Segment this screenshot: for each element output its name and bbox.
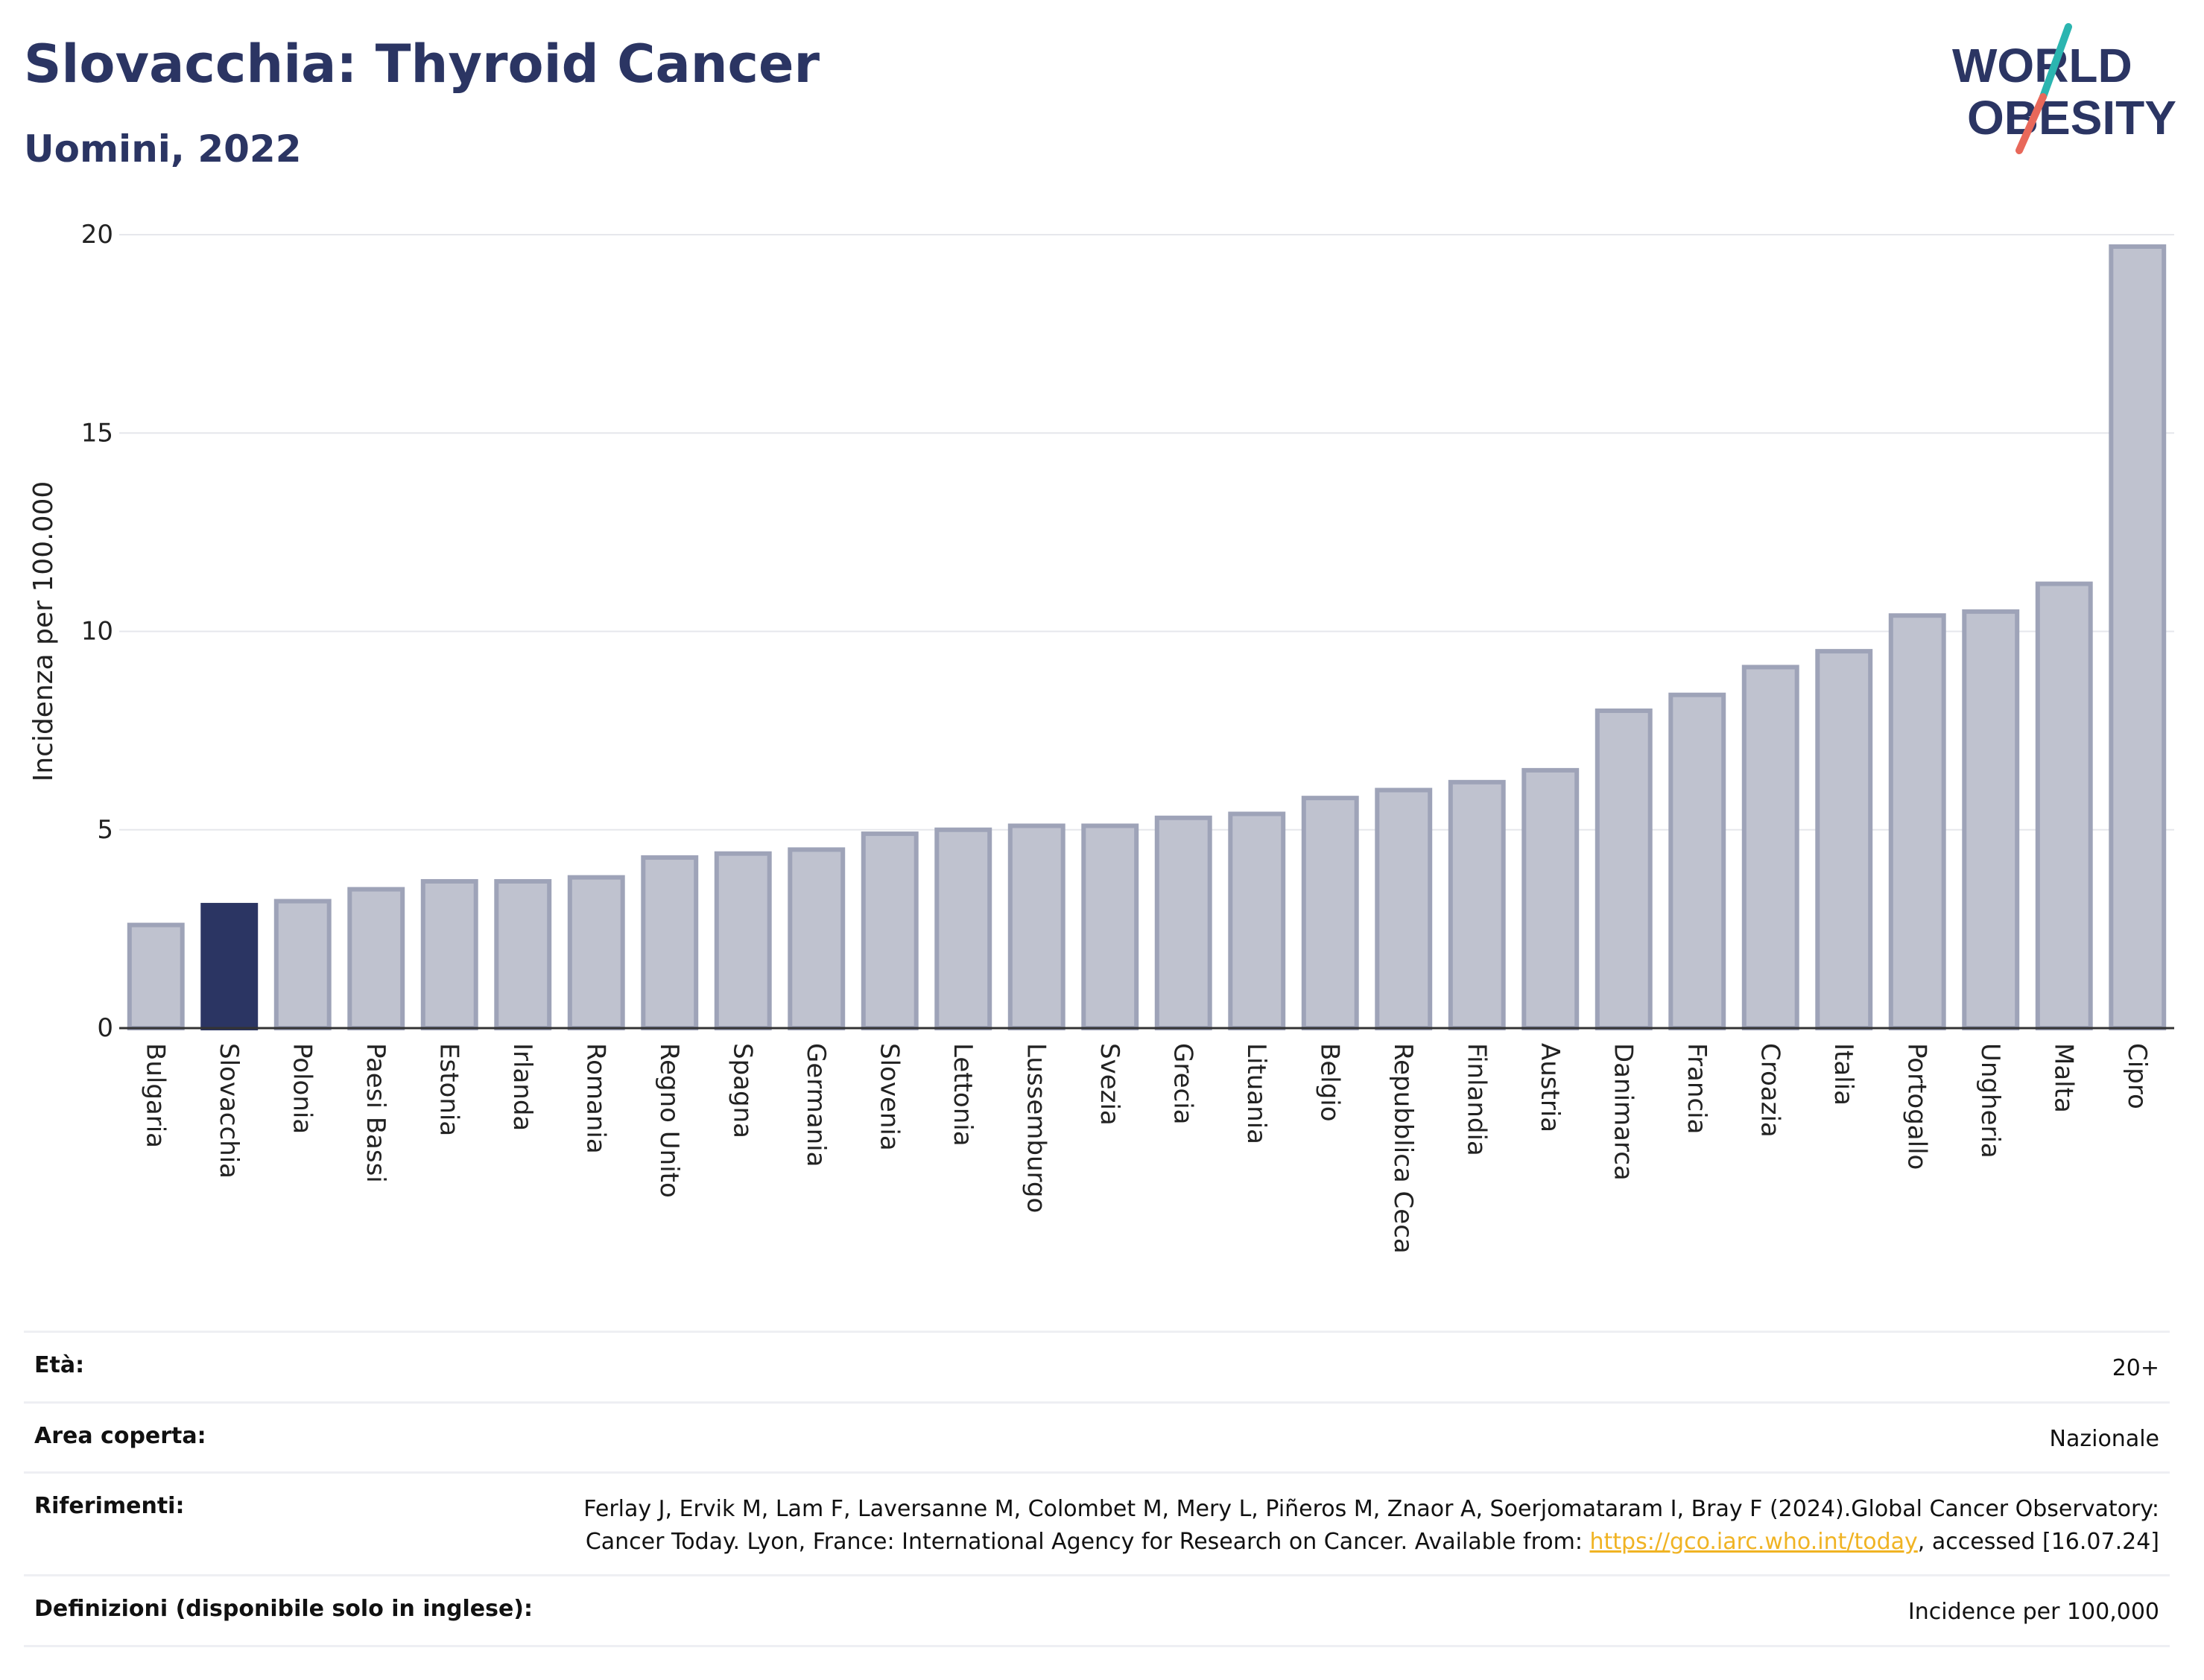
x-tick-label: Italia	[1828, 1043, 1858, 1106]
bar-paesi-bassi	[347, 887, 405, 1030]
x-tick-label: Repubblica Ceca	[1388, 1043, 1418, 1254]
bar-italia	[1815, 649, 1873, 1030]
references-text-1: Ferlay J, Ervik M, Lam F, Laversanne M, …	[583, 1496, 2159, 1555]
x-tick-label: Lituania	[1241, 1043, 1271, 1144]
logo-slash-top	[2039, 23, 2072, 101]
x-tick-label: Grecia	[1168, 1043, 1197, 1124]
chart-title: Slovacchia: Thyroid Cancer	[24, 34, 820, 95]
bar-estonia	[420, 878, 478, 1030]
bar-ungheria	[1962, 609, 2020, 1030]
bar-chart: 0 5 10 15 20 Incidenza per 100.000 Bulgaria Slo…	[0, 201, 2204, 1304]
bar-regno-unito	[641, 855, 699, 1031]
definitions-label: Definizioni (disponibile solo in inglese…	[34, 1596, 533, 1622]
logo-line1: WORLD	[1952, 39, 2132, 92]
bar-austria	[1521, 767, 1580, 1030]
x-tick-label: Paesi Bassi	[361, 1043, 390, 1183]
references-link[interactable]: https://gco.iarc.who.int/today	[1589, 1528, 1918, 1555]
x-tick-label: Bulgaria	[140, 1043, 170, 1148]
bar-repubblica-ceca	[1375, 787, 1433, 1030]
bar-slovenia	[861, 831, 919, 1030]
x-tick-label: Finlandia	[1461, 1043, 1491, 1156]
x-tick-label: Portogallo	[1901, 1043, 1931, 1170]
y-tick-label: 20	[81, 220, 113, 250]
info-table: Età: 20+ Area coperta: Nazionale Riferim…	[24, 1331, 2170, 1647]
x-tick-label: Austria	[1535, 1043, 1565, 1132]
bar-malta	[2035, 581, 2093, 1030]
bar-svezia	[1081, 823, 1139, 1030]
x-tick-label: Ungheria	[1975, 1043, 2005, 1158]
bar-lussemburgo	[1007, 823, 1065, 1030]
x-tick-label: Slovenia	[874, 1043, 904, 1151]
x-tick-label: Cipro	[2122, 1043, 2152, 1109]
bar-portogallo	[1888, 613, 1946, 1030]
y-tick-label: 5	[97, 815, 113, 845]
x-tick-label: Germania	[801, 1043, 831, 1167]
x-tick-label: Lettonia	[948, 1043, 978, 1147]
bar-francia	[1668, 692, 1726, 1030]
x-tick-label: Croazia	[1755, 1043, 1785, 1138]
x-tick-label: Slovacchia	[214, 1043, 244, 1179]
references-label: Riferimenti:	[34, 1493, 185, 1519]
info-row-area: Area coperta: Nazionale	[24, 1401, 2170, 1472]
bar-croazia	[1741, 665, 1799, 1030]
age-value: 20+	[2112, 1355, 2159, 1381]
bar-irlanda	[494, 878, 552, 1030]
bar-lettonia	[934, 827, 992, 1030]
info-row-age: Età: 20+	[24, 1331, 2170, 1401]
x-tick-label: Danimarca	[1608, 1043, 1638, 1181]
bar-slovacchia	[200, 902, 259, 1030]
y-tick-label: 0	[97, 1013, 113, 1043]
y-axis-title: Incidenza per 100.000	[28, 481, 59, 782]
logo-slash-bottom	[2015, 93, 2047, 154]
chart-subtitle: Uomini, 2022	[24, 127, 302, 171]
bar-bulgaria	[127, 922, 185, 1030]
y-tick-label: 15	[81, 418, 113, 448]
x-tick-label: Irlanda	[507, 1043, 537, 1131]
references-text-2: , accessed [16.07.24]	[1917, 1528, 2159, 1555]
x-tick-label: Francia	[1682, 1043, 1711, 1134]
bar-finlandia	[1448, 779, 1506, 1030]
x-tick-label: Lussemburgo	[1021, 1043, 1051, 1213]
logo-line2: OBESITY	[1967, 91, 2176, 145]
age-label: Età:	[34, 1352, 85, 1378]
x-tick-label: Estonia	[434, 1043, 463, 1136]
x-tick-label: Spagna	[727, 1043, 757, 1138]
x-tick-label: Polonia	[287, 1043, 317, 1134]
info-row-definitions: Definizioni (disponibile solo in inglese…	[24, 1574, 2170, 1647]
bar-grecia	[1154, 815, 1212, 1031]
bar-cipro	[2109, 244, 2167, 1031]
y-tick-label: 10	[81, 617, 113, 647]
bar-romania	[567, 875, 625, 1031]
x-tick-label: Regno Unito	[654, 1043, 684, 1198]
x-tick-label: Belgio	[1314, 1043, 1344, 1122]
bar-polonia	[273, 898, 332, 1030]
bar-belgio	[1301, 796, 1359, 1031]
definitions-value: Incidence per 100,000	[1907, 1599, 2159, 1625]
x-tick-label: Malta	[2048, 1043, 2078, 1113]
info-row-references: Riferimenti: Ferlay J, Ervik M, Lam F, L…	[24, 1471, 2170, 1574]
area-value: Nazionale	[2049, 1425, 2159, 1452]
world-obesity-logo: WORLD OBESITY	[1937, 22, 2191, 156]
references-value: Ferlay J, Ervik M, Lam F, Laversanne M, …	[535, 1493, 2159, 1558]
x-tick-label: Romania	[580, 1043, 610, 1154]
x-tick-label: Svezia	[1095, 1043, 1124, 1126]
bar-germania	[788, 847, 846, 1030]
bar-spagna	[714, 851, 772, 1031]
bar-lituania	[1228, 811, 1286, 1030]
bar-danimarca	[1595, 709, 1653, 1030]
area-label: Area coperta:	[34, 1422, 206, 1449]
